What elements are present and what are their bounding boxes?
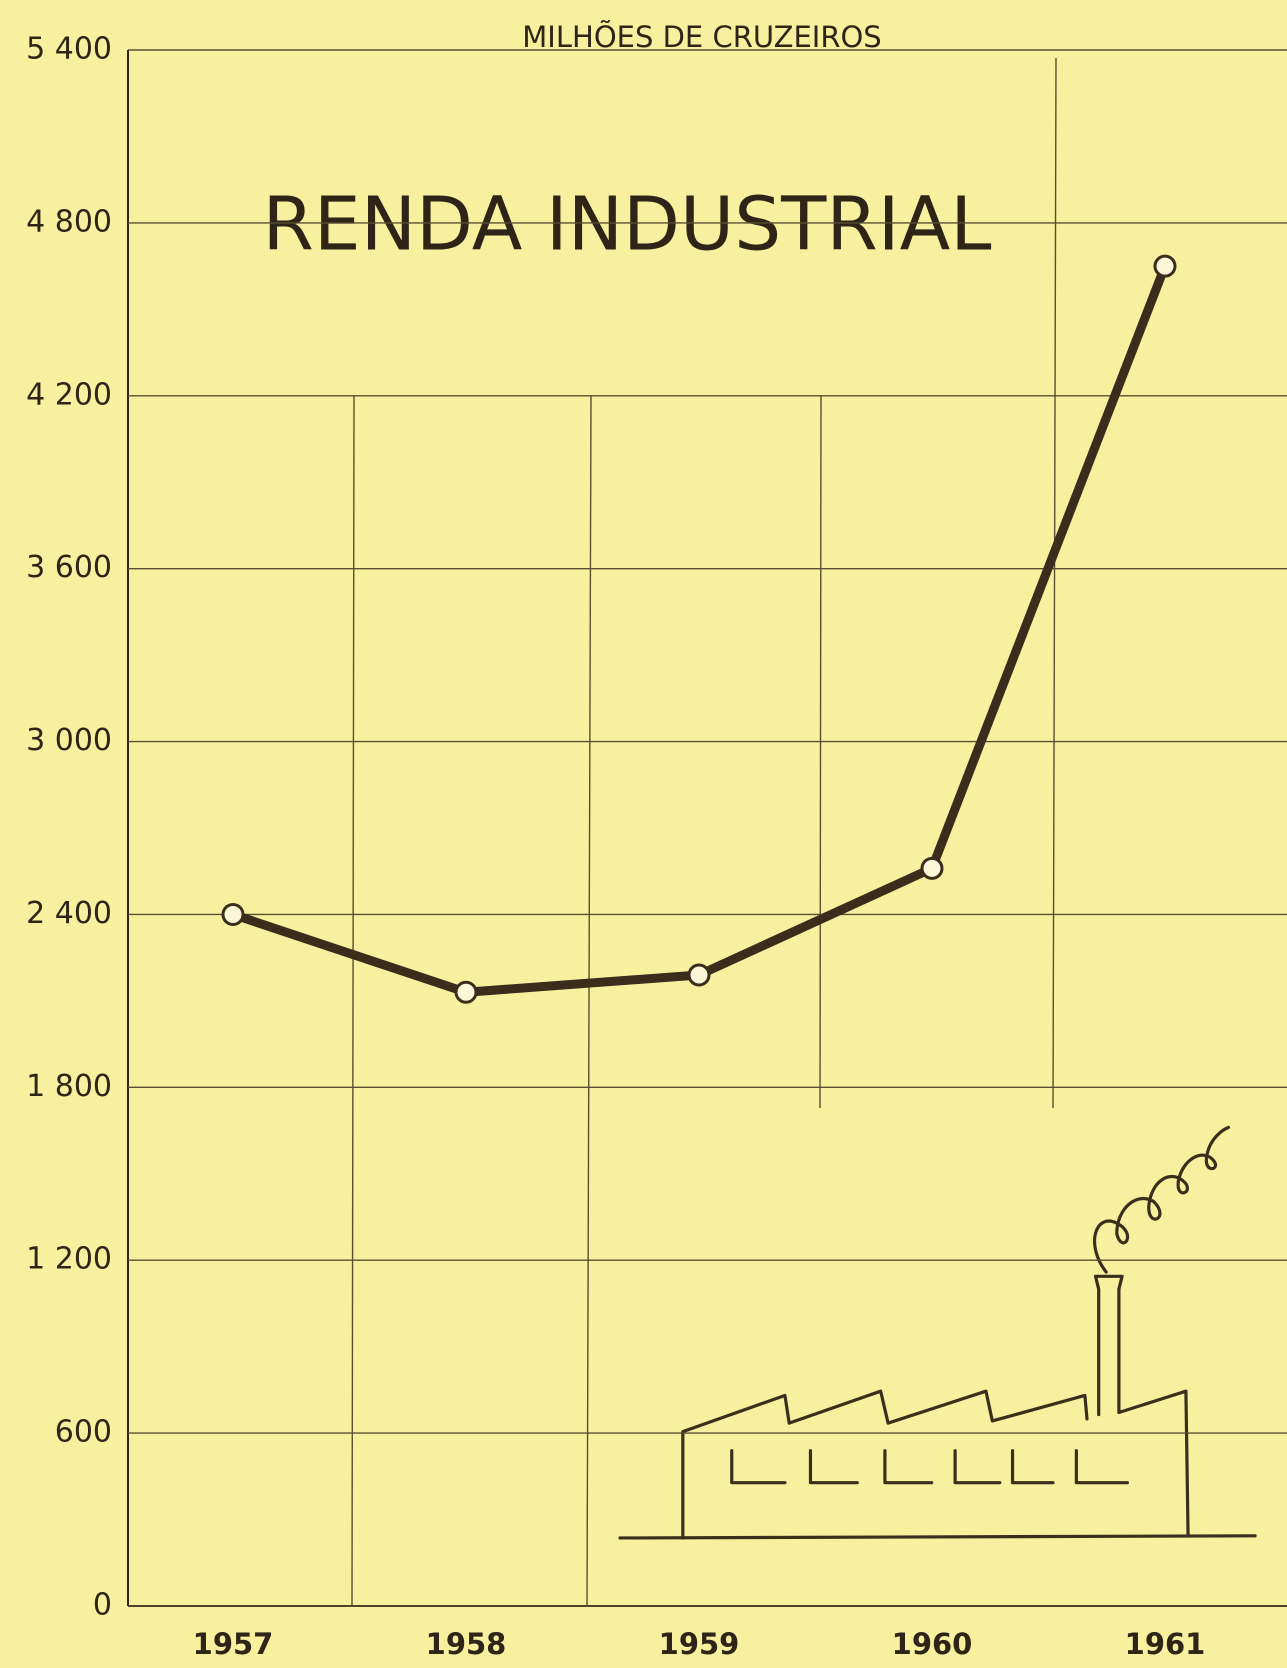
- data-point: [454, 980, 478, 1004]
- y-axis-label: MILHÕES DE CRUZEIROS: [522, 20, 881, 54]
- data-point: [1153, 254, 1177, 278]
- decoration: [351, 57, 1057, 1607]
- x-tick-label: 1961: [1125, 1627, 1206, 1661]
- y-tick-label: 5 400: [26, 32, 112, 67]
- y-tick-label: 2 400: [26, 896, 112, 931]
- y-tick-label: 600: [55, 1415, 112, 1450]
- y-tick-label: 1 800: [26, 1069, 112, 1104]
- data-point: [920, 856, 944, 880]
- y-tick-label: 0: [93, 1588, 112, 1623]
- data-point: [687, 963, 711, 987]
- chart-title: RENDA INDUSTRIAL: [263, 182, 992, 268]
- x-tick-label: 1959: [659, 1627, 740, 1661]
- y-tick-label: 1 200: [26, 1242, 112, 1277]
- y-tick-label: 4 800: [26, 204, 112, 239]
- y-tick-label: 4 200: [26, 377, 112, 412]
- y-tick-label: 3 000: [26, 723, 112, 758]
- x-tick-label: 1958: [426, 1627, 507, 1661]
- data-point: [221, 902, 245, 926]
- data-line: [231, 264, 1170, 997]
- factory-illustration: [618, 1125, 1257, 1540]
- y-tick-label: 3 600: [26, 550, 112, 585]
- x-tick-label: 1957: [193, 1627, 274, 1661]
- x-tick-label: 1960: [892, 1627, 973, 1661]
